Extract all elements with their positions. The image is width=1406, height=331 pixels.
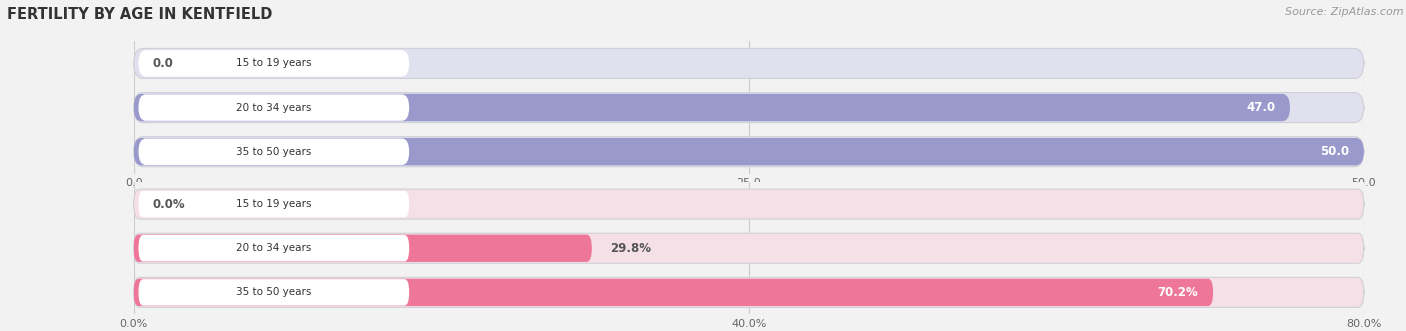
FancyBboxPatch shape bbox=[138, 279, 409, 306]
Text: 35 to 50 years: 35 to 50 years bbox=[236, 147, 312, 157]
Text: 70.2%: 70.2% bbox=[1157, 286, 1198, 299]
FancyBboxPatch shape bbox=[134, 48, 1364, 78]
FancyBboxPatch shape bbox=[134, 235, 592, 262]
FancyBboxPatch shape bbox=[134, 279, 1213, 306]
Text: 29.8%: 29.8% bbox=[610, 242, 651, 255]
Text: 50.0: 50.0 bbox=[1320, 145, 1350, 158]
Text: 47.0: 47.0 bbox=[1246, 101, 1275, 114]
FancyBboxPatch shape bbox=[138, 50, 409, 77]
Text: FERTILITY BY AGE IN KENTFIELD: FERTILITY BY AGE IN KENTFIELD bbox=[7, 7, 273, 22]
Text: 20 to 34 years: 20 to 34 years bbox=[236, 243, 312, 253]
FancyBboxPatch shape bbox=[134, 138, 1364, 166]
FancyBboxPatch shape bbox=[134, 94, 1291, 121]
Text: Source: ZipAtlas.com: Source: ZipAtlas.com bbox=[1285, 7, 1403, 17]
Text: 20 to 34 years: 20 to 34 years bbox=[236, 103, 312, 113]
Text: 35 to 50 years: 35 to 50 years bbox=[236, 287, 312, 297]
FancyBboxPatch shape bbox=[134, 137, 1364, 167]
FancyBboxPatch shape bbox=[138, 94, 409, 121]
Text: 0.0%: 0.0% bbox=[152, 198, 184, 211]
Text: 0.0: 0.0 bbox=[152, 57, 173, 70]
FancyBboxPatch shape bbox=[134, 277, 1364, 307]
FancyBboxPatch shape bbox=[134, 233, 1364, 263]
Text: 15 to 19 years: 15 to 19 years bbox=[236, 59, 312, 69]
FancyBboxPatch shape bbox=[134, 189, 1364, 219]
Text: 15 to 19 years: 15 to 19 years bbox=[236, 199, 312, 209]
FancyBboxPatch shape bbox=[138, 235, 409, 261]
FancyBboxPatch shape bbox=[138, 191, 409, 217]
FancyBboxPatch shape bbox=[138, 138, 409, 165]
FancyBboxPatch shape bbox=[134, 93, 1364, 122]
